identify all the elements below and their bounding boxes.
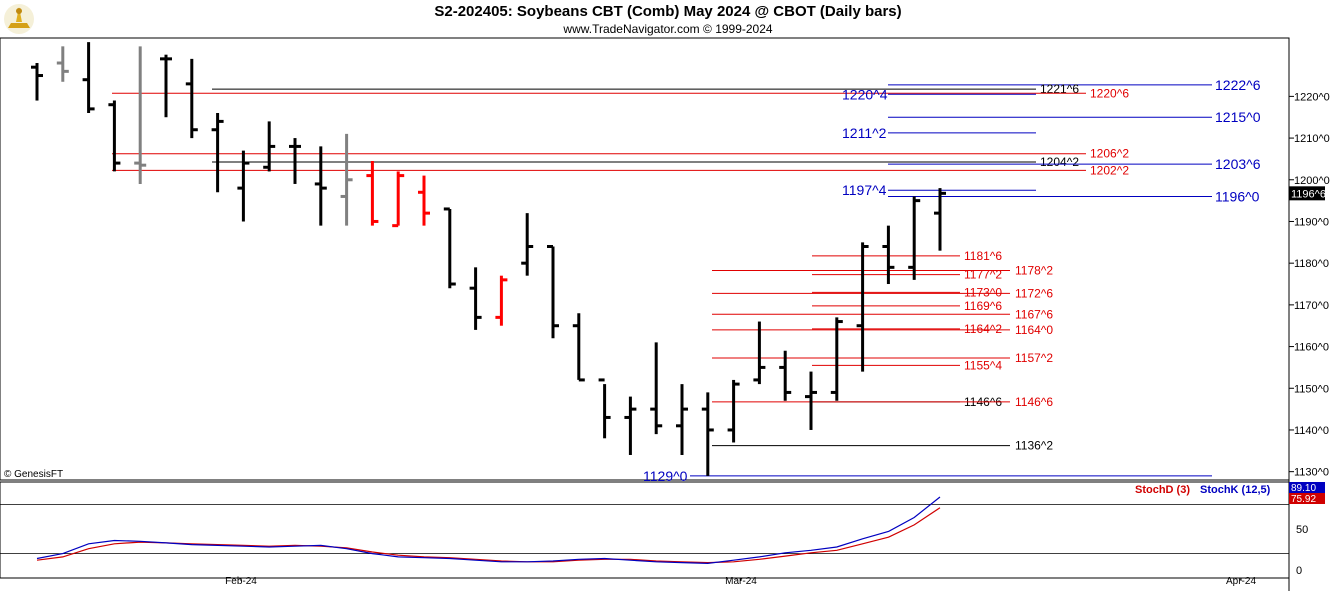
- ohlc-bar: [521, 213, 534, 276]
- stoch-d-line: [36, 507, 941, 564]
- ohlc-bar: [753, 321, 766, 385]
- ohlc-bar: [856, 242, 869, 372]
- level-label: 1155^4: [964, 358, 1002, 372]
- x-tick-label: Apr-24: [1226, 576, 1256, 587]
- level-label: 1204^2: [1040, 155, 1079, 169]
- last-price-box: [1289, 186, 1325, 201]
- price-tick-label: 1220^0: [1294, 91, 1330, 103]
- level-label: 1177^2: [964, 268, 1002, 282]
- level-label: 1172^6: [1015, 286, 1053, 300]
- level-label: 1206^2: [1090, 147, 1129, 161]
- level-label: 1157^2: [1015, 351, 1053, 365]
- ohlc-bar: [779, 350, 792, 401]
- credit-text: © GenesisFT: [4, 469, 64, 480]
- ohlc-bar: [108, 100, 121, 172]
- price-tick-label: 1140^0: [1294, 425, 1329, 437]
- ohlc-bar: [160, 54, 172, 118]
- level-label: 1220^6: [1090, 86, 1129, 100]
- level-label: 1129^0: [643, 468, 688, 484]
- ohlc-bar: [908, 196, 921, 280]
- level-label: 1215^0: [1215, 109, 1261, 125]
- ohlc-bar: [237, 150, 250, 222]
- ohlc-bar: [469, 267, 482, 330]
- level-label: 1169^6: [964, 299, 1002, 313]
- level-label: 1222^6: [1215, 77, 1261, 93]
- x-tick-label: Mar-24: [725, 576, 757, 587]
- chart-header: S2-202405: Soybeans CBT (Comb) May 2024 …: [0, 0, 1336, 38]
- last-price-label: 1196^6: [1291, 188, 1326, 200]
- ohlc-bar: [31, 63, 43, 101]
- price-tick-label: 1180^0: [1294, 258, 1329, 270]
- level-label: 1203^6: [1215, 156, 1261, 172]
- level-label: 1164^2: [964, 322, 1002, 336]
- stoch-tick-label: 0: [1296, 565, 1302, 577]
- ohlc-bar: [882, 225, 895, 285]
- price-tick-label: 1210^0: [1294, 133, 1330, 145]
- ohlc-bar: [805, 371, 817, 430]
- level-label: 1181^6: [964, 249, 1002, 263]
- level-label: 1220^4: [842, 86, 888, 102]
- ohlc-bar: [56, 46, 69, 82]
- ohlc-bar: [134, 46, 147, 184]
- ohlc-bar: [934, 188, 946, 251]
- price-tick-label: 1190^0: [1294, 216, 1329, 228]
- level-label: 1196^0: [1215, 188, 1260, 204]
- price-tick-label: 1150^0: [1294, 383, 1329, 395]
- ohlc-bar: [624, 396, 637, 455]
- stoch-k-value-box: [1289, 482, 1325, 493]
- ohlc-bar: [366, 161, 379, 226]
- ohlc-bar: [830, 317, 843, 401]
- stoch-k-line: [36, 496, 941, 565]
- ohlc-bar: [598, 378, 611, 439]
- genesis-logo-icon: [4, 4, 34, 34]
- price-tick-label: 1200^0: [1294, 175, 1330, 187]
- x-tick-label: Feb-24: [225, 576, 257, 587]
- ohlc-bar: [727, 379, 740, 443]
- ohlc-bar: [572, 313, 585, 382]
- stoch-panel-frame: [0, 481, 1290, 579]
- ohlc-bar: [263, 121, 276, 172]
- price-tick-label: 1130^0: [1294, 467, 1329, 479]
- stoch-k-legend: StochK (12,5): [1200, 484, 1271, 496]
- level-label: 1167^6: [1015, 307, 1053, 321]
- ohlc-bar: [701, 392, 714, 476]
- level-label: 1221^6: [1040, 82, 1079, 96]
- ohlc-bar: [289, 138, 301, 184]
- stoch-tick-label: 50: [1296, 524, 1308, 536]
- price-tick-label: 1160^0: [1294, 342, 1329, 354]
- level-label: 1211^2: [842, 125, 887, 141]
- ohlc-bar: [82, 42, 95, 114]
- ohlc-bar: [547, 244, 559, 339]
- level-label: 1173^0: [964, 285, 1002, 299]
- chart-subtitle: www.TradeNavigator.com © 1999-2024: [563, 22, 773, 36]
- ohlc-bar: [211, 113, 224, 193]
- stoch-d-value-box: [1289, 493, 1325, 504]
- level-label: 1146^6: [1015, 395, 1053, 409]
- ohlc-bar: [676, 384, 688, 455]
- price-tick-label: 1170^0: [1294, 300, 1329, 312]
- ohlc-bar: [650, 342, 663, 435]
- ohlc-bar: [185, 58, 198, 139]
- level-label: 1164^0: [1015, 323, 1053, 337]
- ohlc-bar: [314, 146, 327, 226]
- stoch-d-legend: StochD (3): [1135, 484, 1190, 496]
- price-panel-frame: [0, 37, 1290, 481]
- stoch-d-value: 75.92: [1291, 494, 1316, 505]
- chart-title: S2-202405: Soybeans CBT (Comb) May 2024 …: [434, 3, 902, 20]
- level-label: 1197^4: [842, 182, 887, 198]
- level-label: 1202^2: [1090, 163, 1129, 177]
- stoch-k-value: 89.10: [1291, 483, 1316, 494]
- level-label: 1136^2: [1015, 439, 1053, 453]
- ohlc-bar: [418, 175, 430, 226]
- ohlc-bar: [443, 207, 456, 289]
- level-label: 1178^2: [1015, 263, 1053, 277]
- ohlc-bar: [495, 275, 508, 326]
- ohlc-bar: [340, 133, 353, 226]
- ohlc-bar: [392, 171, 405, 228]
